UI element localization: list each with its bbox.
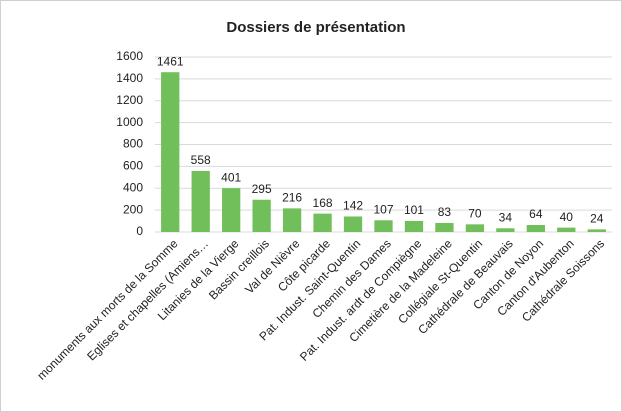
bar — [557, 227, 576, 232]
data-label: 142 — [343, 199, 363, 213]
bar — [161, 72, 180, 232]
bar — [465, 224, 485, 232]
bar — [374, 220, 393, 232]
bar — [587, 229, 606, 232]
bar — [343, 216, 363, 232]
y-tick-label: 0 — [136, 224, 143, 238]
data-label: 101 — [404, 203, 424, 217]
bar — [282, 208, 302, 232]
data-label: 83 — [438, 205, 452, 219]
data-label: 216 — [282, 191, 302, 205]
bar — [222, 188, 241, 232]
bar — [496, 228, 515, 232]
y-tick-label: 1600 — [116, 49, 143, 63]
y-tick-label: 1000 — [116, 115, 143, 129]
bar — [252, 199, 271, 232]
data-label: 558 — [191, 153, 211, 167]
data-label: 70 — [468, 207, 482, 221]
bar — [313, 213, 332, 232]
bar — [404, 220, 424, 232]
bar — [191, 170, 210, 232]
data-label: 168 — [313, 196, 333, 210]
data-label: 295 — [252, 182, 272, 196]
y-tick-label: 600 — [123, 159, 143, 173]
y-tick-label: 200 — [123, 202, 143, 216]
bar — [526, 225, 545, 232]
data-label: 34 — [499, 210, 513, 224]
data-label: 401 — [221, 170, 241, 184]
chart-title: Dossiers de présentation — [226, 19, 405, 36]
y-tick-label: 400 — [123, 180, 143, 194]
y-tick-label: 1200 — [116, 93, 143, 107]
data-label: 107 — [373, 202, 393, 216]
data-label: 40 — [560, 210, 574, 224]
y-tick-label: 800 — [123, 137, 143, 151]
y-tick-label: 1400 — [116, 71, 143, 85]
bar — [435, 222, 454, 232]
data-label: 24 — [590, 212, 604, 226]
data-label: 64 — [529, 207, 543, 221]
data-label: 1461 — [157, 54, 184, 68]
